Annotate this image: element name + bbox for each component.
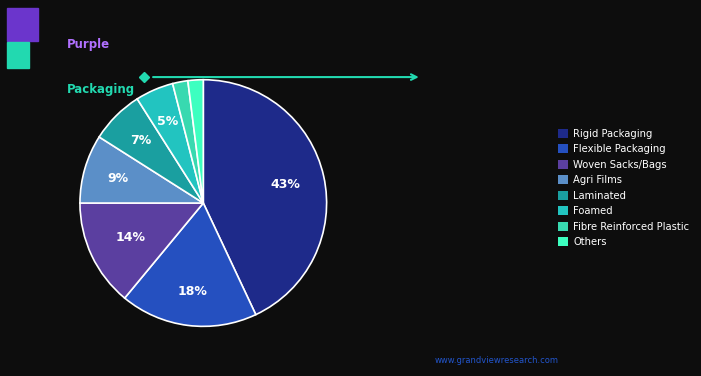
Wedge shape	[99, 99, 203, 203]
Text: Packaging: Packaging	[67, 83, 135, 96]
Wedge shape	[172, 81, 203, 203]
Text: 7%: 7%	[130, 134, 151, 147]
Wedge shape	[80, 203, 203, 298]
Text: www.grandviewresearch.com: www.grandviewresearch.com	[435, 356, 559, 365]
Text: Purple: Purple	[67, 38, 110, 51]
Bar	[7, 42, 29, 68]
Text: 5%: 5%	[158, 115, 179, 128]
Wedge shape	[125, 203, 256, 326]
Legend: Rigid Packaging, Flexible Packaging, Woven Sacks/Bags, Agri Films, Laminated, Fo: Rigid Packaging, Flexible Packaging, Wov…	[555, 126, 693, 250]
Wedge shape	[203, 80, 327, 315]
Text: 18%: 18%	[177, 285, 207, 298]
Text: 9%: 9%	[107, 172, 128, 185]
Text: 43%: 43%	[270, 178, 300, 191]
Text: 14%: 14%	[116, 230, 146, 244]
Wedge shape	[188, 80, 203, 203]
Bar	[7, 8, 38, 41]
Wedge shape	[137, 83, 203, 203]
Wedge shape	[80, 137, 203, 203]
